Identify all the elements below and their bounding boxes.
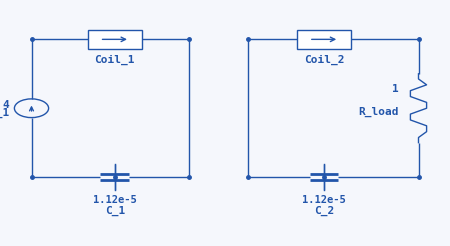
Text: Coil_2: Coil_2: [304, 55, 344, 65]
Bar: [88, 30, 142, 48]
Text: R_load: R_load: [359, 107, 399, 117]
Text: 1.12e-5: 1.12e-5: [93, 195, 137, 205]
Text: Coil_1: Coil_1: [94, 55, 135, 65]
Text: C_2: C_2: [314, 206, 334, 216]
Text: I_1: I_1: [0, 108, 9, 118]
Text: C_1: C_1: [104, 206, 125, 216]
Text: 1: 1: [392, 84, 399, 94]
Bar: [297, 30, 351, 48]
Text: 1.12e-5: 1.12e-5: [302, 195, 346, 205]
Text: 4: 4: [2, 100, 9, 110]
